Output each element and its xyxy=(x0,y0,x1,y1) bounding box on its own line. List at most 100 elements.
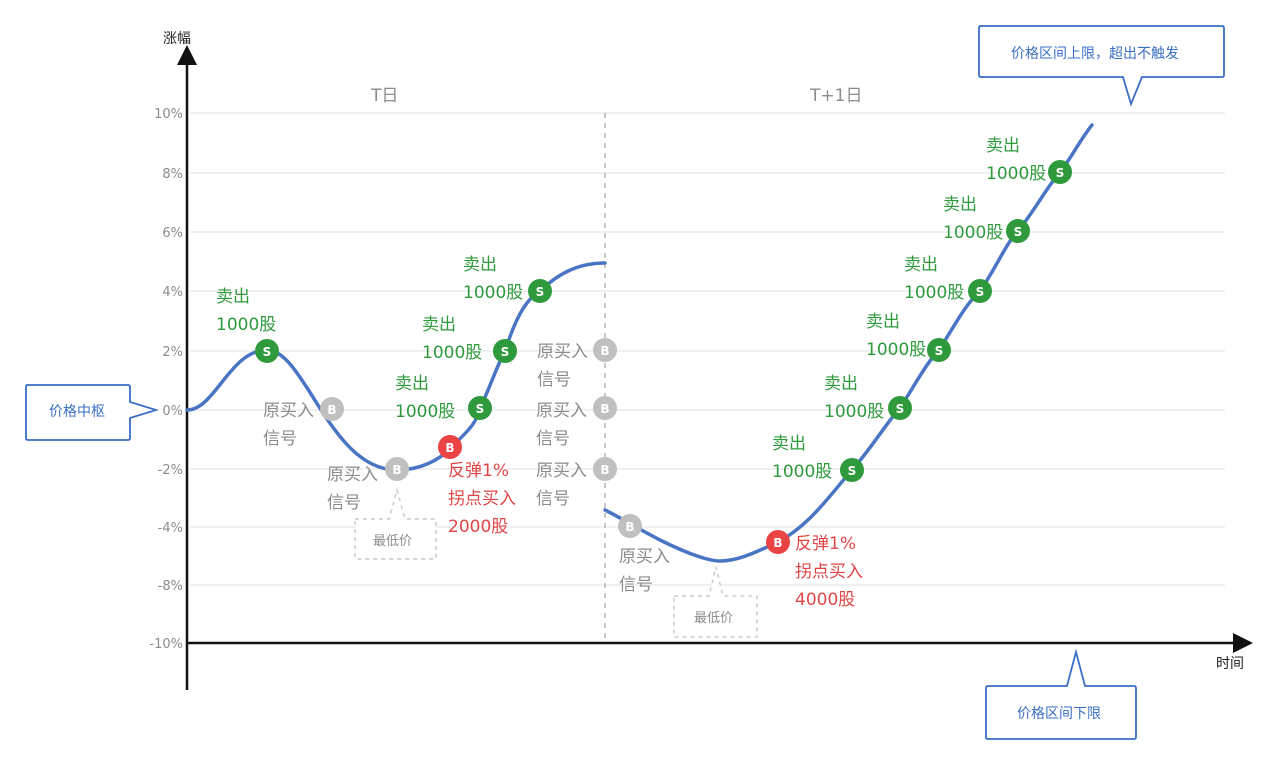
svg-text:卖出: 卖出 xyxy=(216,287,250,307)
svg-text:原买入: 原买入 xyxy=(536,461,587,481)
svg-text:信号: 信号 xyxy=(327,493,361,513)
svg-text:B: B xyxy=(600,402,609,416)
svg-text:信号: 信号 xyxy=(619,575,653,595)
svg-text:S: S xyxy=(976,285,985,299)
svg-text:1000股: 1000股 xyxy=(772,462,832,482)
svg-text:原买入: 原买入 xyxy=(619,547,670,567)
original-signal: B 原买入 信号 xyxy=(327,457,409,513)
sell-marker: S 卖出 1000股 xyxy=(943,195,1030,243)
svg-text:B: B xyxy=(773,536,782,550)
svg-text:S: S xyxy=(536,285,545,299)
svg-text:1000股: 1000股 xyxy=(986,164,1046,184)
svg-text:卖出: 卖出 xyxy=(422,315,456,335)
svg-text:反弹1%: 反弹1% xyxy=(448,461,509,481)
svg-text:卖出: 卖出 xyxy=(772,434,806,454)
sell-marker: S 卖出 1000股 xyxy=(395,374,492,422)
svg-text:原买入: 原买入 xyxy=(537,342,588,362)
callout-lower: 价格区间下限 xyxy=(985,648,1137,740)
svg-text:信号: 信号 xyxy=(536,429,570,449)
callout-upper-text: 价格区间上限，超出不触发 xyxy=(1011,46,1179,62)
sell-marker: S 卖出 1000股 xyxy=(216,287,279,363)
svg-text:1000股: 1000股 xyxy=(824,402,884,422)
svg-text:1000股: 1000股 xyxy=(943,223,1003,243)
sell-marker: S 卖出 1000股 xyxy=(824,374,912,422)
original-signal: B 原买入 信号 xyxy=(536,396,617,449)
svg-text:B: B xyxy=(600,344,609,358)
callout-upper: 价格区间上限，超出不触发 xyxy=(978,25,1225,107)
day-label-t1: T+1日 xyxy=(809,86,862,106)
y-axis-title: 涨幅 xyxy=(163,31,191,47)
svg-text:4000股: 4000股 xyxy=(795,590,855,610)
y-tick-label: 2% xyxy=(162,345,183,360)
svg-text:B: B xyxy=(327,403,336,417)
day-label-t: T日 xyxy=(370,86,398,106)
sell-marker: S 卖出 1000股 xyxy=(986,136,1072,184)
svg-text:信号: 信号 xyxy=(537,370,571,390)
svg-text:拐点买入: 拐点买入 xyxy=(795,562,863,582)
svg-text:原买入: 原买入 xyxy=(536,401,587,421)
sell-marker: S 卖出 1000股 xyxy=(866,312,951,362)
svg-text:1000股: 1000股 xyxy=(216,315,276,335)
gridlines xyxy=(190,112,1225,644)
svg-text:卖出: 卖出 xyxy=(463,255,497,275)
y-tick-label: 10% xyxy=(154,107,183,122)
svg-text:1000股: 1000股 xyxy=(904,283,964,303)
sell-marker: S 卖出 1000股 xyxy=(463,255,552,303)
svg-text:S: S xyxy=(263,345,272,359)
svg-text:1000股: 1000股 xyxy=(395,402,455,422)
svg-text:原买入: 原买入 xyxy=(263,401,314,421)
low-price-text-t: 最低价 xyxy=(373,534,412,549)
svg-text:信号: 信号 xyxy=(263,429,297,449)
low-price-text-t1: 最低价 xyxy=(694,611,733,626)
svg-text:卖出: 卖出 xyxy=(986,136,1020,156)
svg-text:2000股: 2000股 xyxy=(448,517,508,537)
svg-text:B: B xyxy=(392,463,401,477)
original-signal: B 原买入 信号 xyxy=(618,514,670,595)
original-signal: B 原买入 信号 xyxy=(263,397,344,449)
original-signal: B 原买入 信号 xyxy=(537,338,617,390)
y-tick-label: -8% xyxy=(158,579,183,594)
y-tick-label: 8% xyxy=(162,167,183,182)
callout-center: 价格中枢 xyxy=(25,384,160,441)
callout-lower-text: 价格区间下限 xyxy=(1017,706,1101,722)
svg-text:卖出: 卖出 xyxy=(904,255,938,275)
svg-text:S: S xyxy=(1014,225,1023,239)
svg-text:S: S xyxy=(501,345,510,359)
svg-text:卖出: 卖出 xyxy=(824,374,858,394)
svg-text:反弹1%: 反弹1% xyxy=(795,534,856,554)
svg-text:1000股: 1000股 xyxy=(422,343,482,363)
svg-text:B: B xyxy=(625,520,634,534)
y-tick-label: -4% xyxy=(158,521,183,536)
svg-text:信号: 信号 xyxy=(536,489,570,509)
svg-text:S: S xyxy=(1056,166,1065,180)
y-tick-labels: 10% 8% 6% 4% 2% 0% -2% -4% -8% -10% xyxy=(149,107,183,652)
svg-text:原买入: 原买入 xyxy=(327,465,378,485)
low-price-callout-t: 最低价 xyxy=(354,487,437,560)
svg-text:卖出: 卖出 xyxy=(866,312,900,332)
svg-text:1000股: 1000股 xyxy=(463,283,523,303)
svg-text:S: S xyxy=(848,464,857,478)
x-axis-title: 时间 xyxy=(1216,656,1244,672)
y-tick-label: -10% xyxy=(149,637,183,652)
low-price-callout-t1: 最低价 xyxy=(673,566,758,638)
y-tick-label: -2% xyxy=(158,463,183,478)
svg-text:卖出: 卖出 xyxy=(395,374,429,394)
svg-text:S: S xyxy=(896,402,905,416)
y-tick-label: 0% xyxy=(162,404,183,419)
original-signal: B 原买入 信号 xyxy=(536,457,617,509)
y-tick-label: 4% xyxy=(162,285,183,300)
sell-marker: S 卖出 1000股 xyxy=(422,315,517,363)
svg-text:B: B xyxy=(600,463,609,477)
sell-marker: S 卖出 1000股 xyxy=(772,434,864,482)
price-curve-t1 xyxy=(603,123,1094,563)
svg-text:S: S xyxy=(476,402,485,416)
svg-text:拐点买入: 拐点买入 xyxy=(448,489,516,509)
svg-text:S: S xyxy=(935,344,944,358)
callout-center-text: 价格中枢 xyxy=(49,404,105,420)
buy-marker: B 反弹1% 拐点买入 2000股 xyxy=(438,435,516,537)
svg-text:B: B xyxy=(445,441,454,455)
y-tick-label: 6% xyxy=(162,226,183,241)
buy-marker: B 反弹1% 拐点买入 4000股 xyxy=(766,530,863,610)
svg-text:卖出: 卖出 xyxy=(943,195,977,215)
